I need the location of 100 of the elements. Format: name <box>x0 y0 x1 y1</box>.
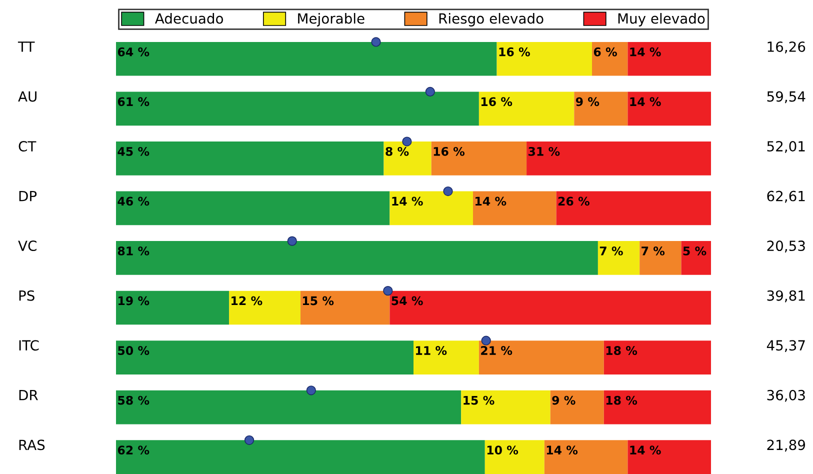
bar <box>526 142 711 176</box>
data-label: 45 % <box>118 146 150 156</box>
data-label: 64 % <box>118 47 150 56</box>
bar <box>431 142 527 176</box>
bar <box>628 42 711 76</box>
y-tick-label: VC <box>18 240 36 252</box>
data-label: 18 % <box>606 396 638 405</box>
data-label: 18 % <box>606 346 638 355</box>
y-tick-label: DP <box>19 190 37 202</box>
data-label: 15 % <box>302 296 334 306</box>
bar <box>116 440 485 474</box>
point <box>306 386 316 396</box>
data-label: 62 % <box>118 446 150 455</box>
bar <box>116 241 598 275</box>
data-label: 46 % <box>118 196 150 206</box>
bar <box>628 440 711 474</box>
bar <box>478 92 574 126</box>
y-tick-label: DR <box>19 390 38 400</box>
data-label: 7 % <box>642 246 665 256</box>
data-label: 31 % <box>528 146 560 156</box>
data-label: 9 % <box>552 396 576 405</box>
bar <box>496 42 592 76</box>
bar <box>478 340 604 374</box>
annotation: 62,61 <box>767 190 805 203</box>
bar <box>550 390 604 424</box>
annotation: 39,81 <box>767 290 805 302</box>
bar <box>116 290 230 325</box>
y-tick-label: RAS <box>19 440 45 450</box>
bar <box>390 290 711 325</box>
bar <box>116 92 479 126</box>
annotation: 52,01 <box>767 141 805 153</box>
legend-label: Adecuado <box>154 13 224 24</box>
y-tick-label: TT <box>18 42 35 52</box>
bar <box>116 142 384 176</box>
data-label: 16 % <box>499 47 530 56</box>
point <box>481 336 491 346</box>
data-label: 14 % <box>392 196 423 206</box>
y-tick-label: ITC <box>19 340 39 351</box>
data-label: 61 % <box>118 97 150 106</box>
bar <box>592 42 628 76</box>
bar <box>681 241 711 275</box>
legend-label: Muy elevado <box>618 13 705 26</box>
data-label: 5 % <box>683 246 706 256</box>
data-label: 81 % <box>118 246 150 256</box>
y-tick-label: PS <box>19 290 34 301</box>
bar <box>116 42 497 76</box>
point <box>244 435 254 445</box>
bar <box>574 92 628 126</box>
annotation: 45,37 <box>766 340 805 352</box>
bar <box>598 241 640 275</box>
bar <box>461 390 550 424</box>
point <box>443 186 453 196</box>
data-label: 11 % <box>416 346 447 355</box>
data-label: 15 % <box>464 396 494 405</box>
bar <box>390 191 473 226</box>
bar <box>484 440 544 474</box>
point <box>371 37 381 47</box>
data-label: 9 % <box>576 97 600 106</box>
data-label: 16 % <box>481 97 512 106</box>
data-label: 14 % <box>630 446 661 455</box>
y-tick-label: AU <box>18 91 36 102</box>
bar <box>604 340 711 374</box>
point <box>287 236 297 246</box>
data-label: 58 % <box>118 396 150 405</box>
annotation: 59,54 <box>767 91 806 104</box>
data-label: 14 % <box>476 196 506 206</box>
annotation: 36,03 <box>767 390 805 402</box>
bar <box>604 390 711 424</box>
data-label: 16 % <box>434 146 465 156</box>
point <box>383 286 393 296</box>
legend-label: Mejorable <box>298 13 364 26</box>
data-label: 14 % <box>630 97 661 106</box>
data-label: 14 % <box>630 47 661 56</box>
legend-label: Riesgo elevado <box>439 13 544 26</box>
data-label: 8 % <box>386 146 409 156</box>
point <box>402 136 412 146</box>
bar <box>414 340 479 374</box>
bar <box>473 191 556 226</box>
annotation: 16,26 <box>768 41 806 54</box>
point <box>425 86 435 97</box>
bar <box>628 92 711 126</box>
data-label: 10 % <box>487 446 518 455</box>
data-label: 50 % <box>118 346 150 355</box>
data-label: 26 % <box>558 196 590 206</box>
annotation: 21,89 <box>767 440 806 452</box>
data-label: 14 % <box>546 446 578 455</box>
bar <box>300 290 390 325</box>
bar <box>384 142 432 176</box>
data-label: 6 % <box>594 47 617 56</box>
data-label: 54 % <box>392 296 423 306</box>
data-label: 12 % <box>232 296 262 306</box>
annotation: 20,53 <box>767 240 805 252</box>
bar <box>556 191 711 226</box>
bar <box>116 390 462 424</box>
data-label: 19 % <box>118 296 150 306</box>
data-label: 7 % <box>600 246 623 256</box>
bar <box>640 241 682 275</box>
y-tick-label: CT <box>18 141 36 152</box>
bar <box>116 340 414 374</box>
bar <box>116 191 390 226</box>
